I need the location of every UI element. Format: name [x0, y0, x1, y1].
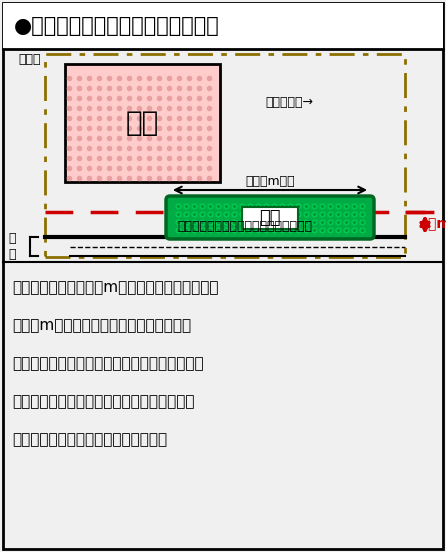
Bar [45, 54, 405, 257]
Text: 敷地境界線→: 敷地境界線→ [265, 95, 313, 109]
Text: ●生垣の設置位置と配置図の書き方: ●生垣の設置位置と配置図の書き方 [14, 16, 220, 36]
Text: 道路との境界から５m以内に道路境界に沿って: 道路との境界から５m以内に道路境界に沿って [12, 280, 219, 295]
FancyBboxPatch shape [166, 196, 374, 239]
Text: 地、住宅、生垣の設置位置がわかるように描: 地、住宅、生垣の設置位置がわかるように描 [12, 394, 194, 409]
Text: 住宅: 住宅 [126, 109, 159, 137]
Bar [242, 206, 298, 229]
Text: （例）: （例） [18, 53, 41, 66]
Text: 生垣: 生垣 [259, 209, 281, 226]
Text: き、生垣の樹種を記入してください。: き、生垣の樹種を記入してください。 [12, 432, 167, 447]
Text: 延長３m以上の生垣を設置してください。: 延長３m以上の生垣を設置してください。 [12, 318, 191, 333]
Text: 道
路: 道 路 [8, 232, 16, 261]
Bar [3, 3, 443, 49]
Text: 延長３m以上: 延長３m以上 [245, 175, 295, 188]
Text: ５m 以内: ５m 以内 [428, 217, 446, 231]
Text: ツツジ２本　カツラ１本　コデマリ１本: ツツジ２本 カツラ１本 コデマリ１本 [178, 220, 313, 233]
Bar [65, 64, 220, 182]
Text: 配置図を描く際は、上記図のように道路と敷: 配置図を描く際は、上記図のように道路と敷 [12, 356, 204, 371]
